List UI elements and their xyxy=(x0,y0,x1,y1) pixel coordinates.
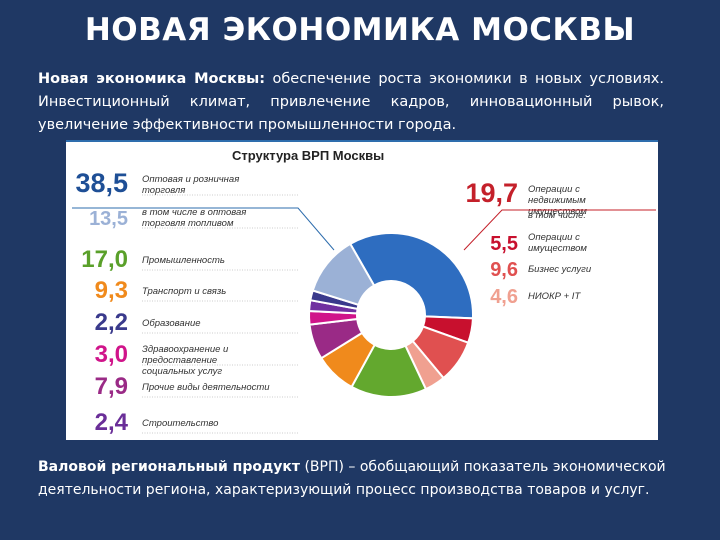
value-transport: 9,3 xyxy=(95,277,128,304)
slice-trade xyxy=(348,232,474,320)
value-fuel-trade: 13,5 xyxy=(89,208,128,230)
intro-paragraph: Новая экономика Москвы: обеспечение рост… xyxy=(38,68,664,137)
intro-text: обеспечение роста экономики в новых усло… xyxy=(38,71,664,133)
footer-text: (ВРП) – обобщающий показатель экономичес… xyxy=(38,459,666,498)
footer-bold: Валовой региональный продукт xyxy=(38,459,301,475)
value-business-services: 9,6 xyxy=(490,259,518,281)
label-other: Прочие виды деятельности xyxy=(142,382,270,393)
label-fuel-trade: в том числе в оптовая торговля топливом xyxy=(142,207,246,229)
value-property-ops: 5,5 xyxy=(490,233,518,255)
connector-trade xyxy=(72,207,335,251)
label-healthcare: Здравоохранение и предоставление социальны… xyxy=(142,344,229,377)
footer-paragraph: Валовой региональный продукт (ВРП) – обо… xyxy=(38,456,698,502)
label-industry: Промышленность xyxy=(142,255,225,266)
value-rnd-it: 4,6 xyxy=(490,286,518,308)
intro-bold: Новая экономика Москвы: xyxy=(38,71,266,87)
donut-group xyxy=(308,232,474,398)
value-other: 7,9 xyxy=(95,373,128,400)
value-trade: 38,5 xyxy=(75,168,128,198)
label-including: в том числе: xyxy=(528,210,586,221)
label-construction: Строительство xyxy=(142,418,218,429)
value-education: 2,2 xyxy=(95,309,128,336)
value-real-estate: 19,7 xyxy=(465,178,518,208)
value-industry: 17,0 xyxy=(81,246,128,273)
label-rnd-it: НИОКР + IT xyxy=(528,291,581,302)
grp-structure-chart: Структура ВРП Москвы 38,5 Оптовая и розни… xyxy=(72,148,656,436)
label-education: Образование xyxy=(142,318,201,329)
value-construction: 2,4 xyxy=(95,409,129,436)
chart-title: Структура ВРП Москвы xyxy=(232,148,384,163)
connector-real-estate xyxy=(463,209,656,251)
chart-panel: Структура ВРП Москвы 38,5 Оптовая и розни… xyxy=(66,140,658,440)
slice-fuel-trade xyxy=(311,242,376,307)
panel-top-line xyxy=(66,140,658,142)
value-healthcare: 3,0 xyxy=(95,341,128,368)
label-real-estate: Операции с недвижимым имуществом xyxy=(528,184,587,217)
label-transport: Транспорт и связь xyxy=(142,286,226,297)
page-title: НОВАЯ ЭКОНОМИКА МОСКВЫ xyxy=(84,12,636,48)
label-business-services: Бизнес услуги xyxy=(528,264,592,275)
label-property-ops: Операции с имуществом xyxy=(528,232,587,254)
label-trade: Оптовая и розничная торговля xyxy=(142,174,239,196)
